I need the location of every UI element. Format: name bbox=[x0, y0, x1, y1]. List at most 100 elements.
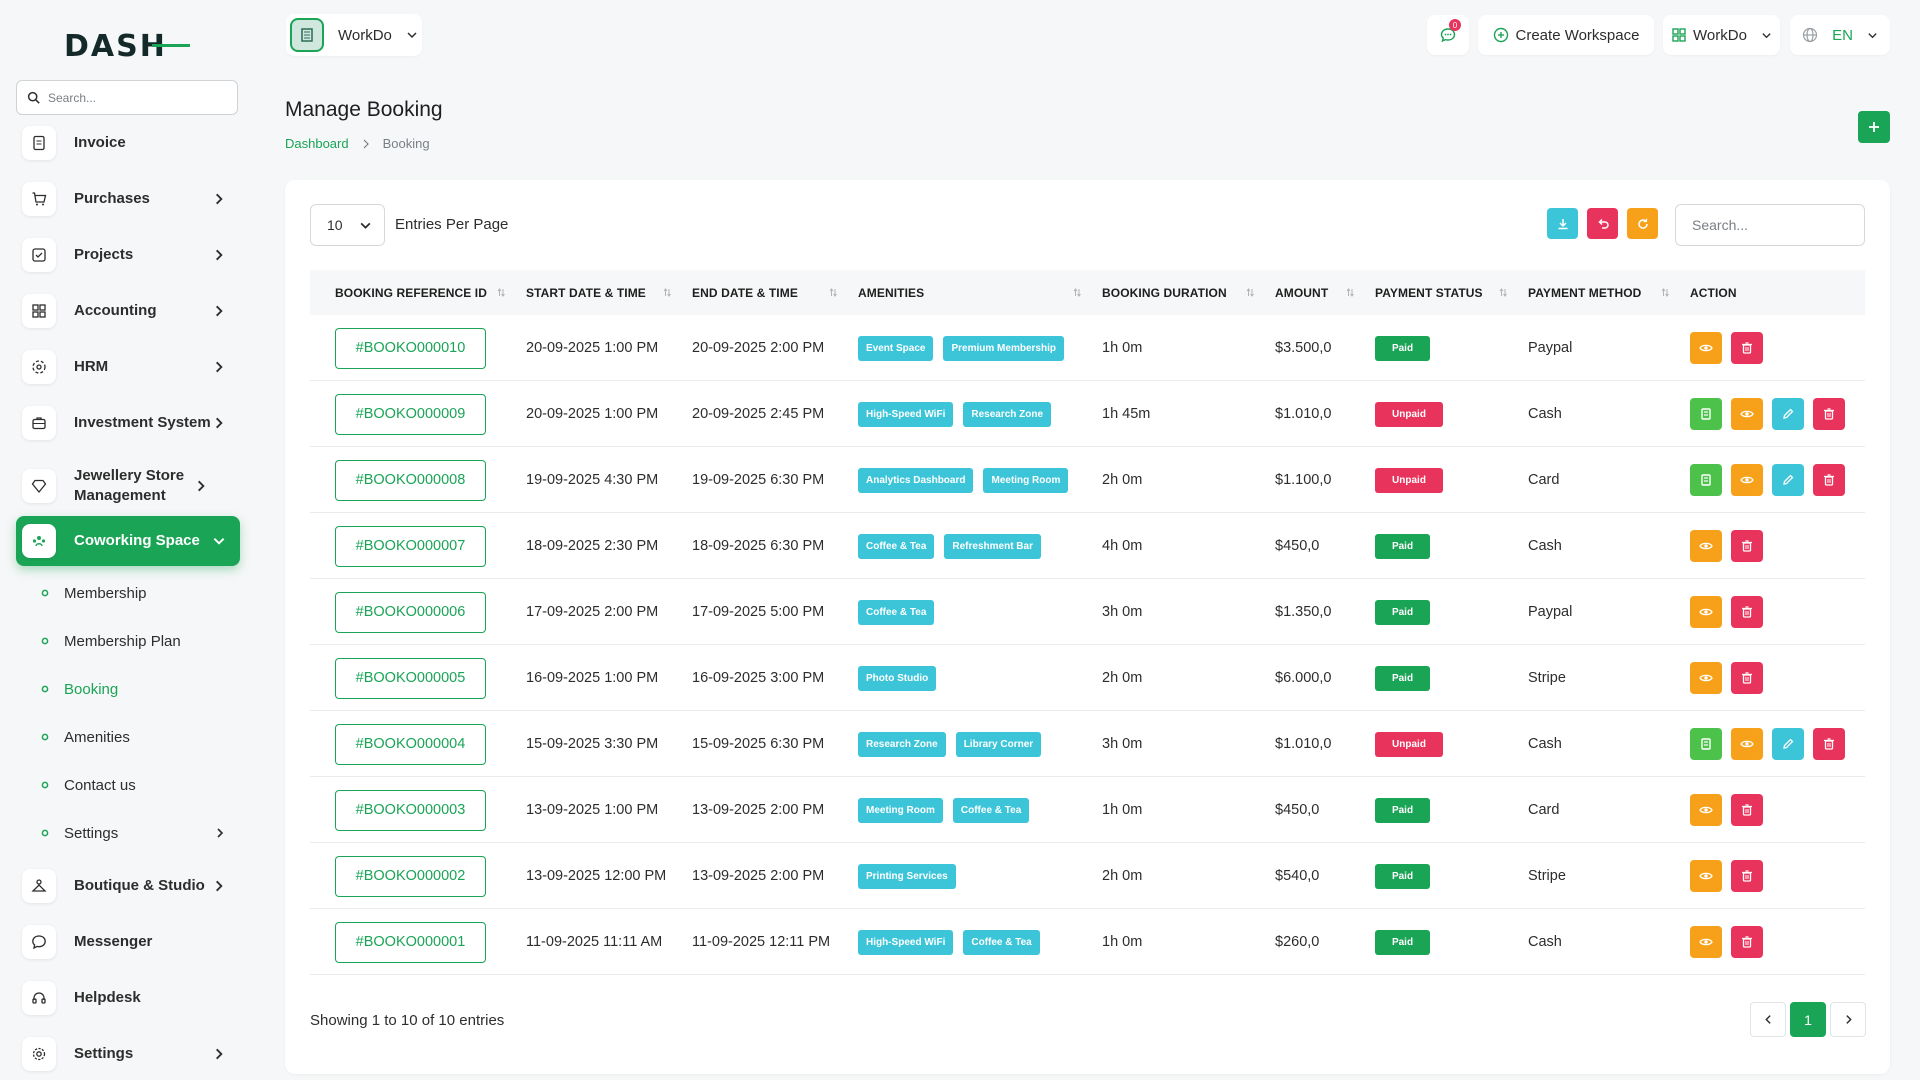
booking-ref-link[interactable]: #BOOKO000009 bbox=[335, 393, 486, 435]
sidebar-item-hrm[interactable]: HRM bbox=[16, 342, 240, 392]
sidebar-item-invoice[interactable]: Invoice bbox=[16, 118, 240, 168]
sidebar-item-boutique-studio[interactable]: Boutique & Studio bbox=[16, 861, 240, 911]
sidebar-item-jewellery-store-management[interactable]: Jewellery Store Management bbox=[16, 458, 240, 514]
subnav-item-booking[interactable]: Booking bbox=[40, 678, 118, 700]
subnav-item-contact-us[interactable]: Contact us bbox=[40, 774, 136, 796]
workspace-switcher[interactable]: WorkDo bbox=[286, 14, 422, 56]
receipt-icon bbox=[1701, 738, 1711, 750]
subnav-item-membership[interactable]: Membership bbox=[40, 582, 147, 604]
sort-icon[interactable] bbox=[496, 287, 506, 298]
edit-button[interactable] bbox=[1772, 728, 1804, 760]
workspace-menu[interactable]: WorkDo bbox=[1663, 15, 1780, 55]
delete-button[interactable] bbox=[1731, 860, 1763, 892]
sort-icon[interactable] bbox=[828, 287, 838, 298]
sidebar-item-settings[interactable]: Settings bbox=[16, 1029, 240, 1079]
download-icon bbox=[1558, 218, 1567, 229]
sidebar-search-input[interactable]: Search... bbox=[48, 90, 97, 105]
view-button[interactable] bbox=[1690, 332, 1722, 364]
delete-button[interactable] bbox=[1731, 662, 1763, 694]
subnav-item-label: Booking bbox=[64, 680, 119, 698]
th-amenities[interactable]: AMENITIES bbox=[858, 285, 925, 300]
export-button[interactable] bbox=[1547, 208, 1578, 239]
view-button[interactable] bbox=[1731, 464, 1763, 496]
language-selector[interactable]: EN bbox=[1790, 15, 1890, 55]
booking-ref-link[interactable]: #BOOKO000010 bbox=[335, 327, 486, 369]
table-search-input[interactable] bbox=[1675, 204, 1865, 246]
view-button[interactable] bbox=[1690, 926, 1722, 958]
sort-icon[interactable] bbox=[1072, 287, 1082, 298]
sidebar-item-projects[interactable]: Projects bbox=[16, 230, 240, 280]
pay-button[interactable] bbox=[1690, 398, 1722, 430]
add-booking-button[interactable] bbox=[1858, 111, 1890, 143]
booking-ref-link[interactable]: #BOOKO000006 bbox=[335, 591, 486, 633]
th-duration[interactable]: BOOKING DURATION bbox=[1102, 285, 1227, 300]
booking-ref-link[interactable]: #BOOKO000003 bbox=[335, 789, 486, 831]
view-button[interactable] bbox=[1690, 530, 1722, 562]
delete-button[interactable] bbox=[1731, 596, 1763, 628]
chevron-down-icon bbox=[213, 538, 225, 545]
trash-icon bbox=[1742, 672, 1752, 684]
th-start-date[interactable]: START DATE & TIME bbox=[526, 285, 646, 300]
booking-table-card: 10 Entries Per Page BOOKING REFERENCE ID… bbox=[285, 180, 1890, 1074]
edit-button[interactable] bbox=[1772, 398, 1804, 430]
sort-icon[interactable] bbox=[1660, 287, 1670, 298]
gear-icon bbox=[22, 1037, 56, 1071]
th-booking-ref[interactable]: BOOKING REFERENCE ID bbox=[335, 285, 488, 300]
back-button[interactable] bbox=[1587, 208, 1618, 239]
sort-icon[interactable] bbox=[662, 287, 672, 298]
pagination-prev-button[interactable] bbox=[1750, 1002, 1786, 1037]
sidebar-item-investment-system[interactable]: Investment System bbox=[16, 398, 240, 448]
messages-button[interactable]: 0 bbox=[1427, 15, 1469, 55]
th-amount[interactable]: AMOUNT bbox=[1275, 285, 1329, 300]
th-payment-method[interactable]: PAYMENT METHOD bbox=[1528, 285, 1642, 300]
delete-button[interactable] bbox=[1731, 332, 1763, 364]
entries-per-page-select[interactable]: 10 bbox=[310, 204, 385, 246]
booking-ref-link[interactable]: #BOOKO000005 bbox=[335, 657, 486, 699]
delete-button[interactable] bbox=[1731, 794, 1763, 826]
breadcrumb-dashboard[interactable]: Dashboard bbox=[285, 136, 349, 151]
pagination-next-button[interactable] bbox=[1830, 1002, 1866, 1037]
th-end-date[interactable]: END DATE & TIME bbox=[692, 285, 798, 300]
sidebar-item-coworking-space[interactable]: Coworking Space bbox=[16, 516, 240, 566]
delete-button[interactable] bbox=[1813, 464, 1845, 496]
create-workspace-button[interactable]: Create Workspace bbox=[1478, 15, 1654, 55]
view-button[interactable] bbox=[1690, 596, 1722, 628]
refresh-button[interactable] bbox=[1627, 208, 1658, 239]
pay-button[interactable] bbox=[1690, 464, 1722, 496]
subnav-item-membership-plan[interactable]: Membership Plan bbox=[40, 630, 181, 652]
view-button[interactable] bbox=[1731, 398, 1763, 430]
booking-ref-link[interactable]: #BOOKO000002 bbox=[335, 855, 486, 897]
subnav-item-amenities[interactable]: Amenities bbox=[40, 726, 130, 748]
view-button[interactable] bbox=[1690, 794, 1722, 826]
sidebar-item-accounting[interactable]: Accounting bbox=[16, 286, 240, 336]
booking-ref-link[interactable]: #BOOKO000008 bbox=[335, 459, 486, 501]
sidebar-search[interactable]: Search... bbox=[16, 80, 238, 115]
delete-button[interactable] bbox=[1731, 530, 1763, 562]
eye-icon bbox=[1699, 872, 1713, 880]
booking-ref-link[interactable]: #BOOKO000001 bbox=[335, 921, 486, 963]
view-button[interactable] bbox=[1731, 728, 1763, 760]
pagination-page-button[interactable]: 1 bbox=[1790, 1002, 1826, 1037]
delete-button[interactable] bbox=[1731, 926, 1763, 958]
start-datetime: 11-09-2025 11:11 AM bbox=[526, 934, 663, 950]
delete-button[interactable] bbox=[1813, 728, 1845, 760]
booking-ref-link[interactable]: #BOOKO000004 bbox=[335, 723, 486, 765]
edit-button[interactable] bbox=[1772, 464, 1804, 496]
booking-ref-link[interactable]: #BOOKO000007 bbox=[335, 525, 486, 567]
pay-button[interactable] bbox=[1690, 728, 1722, 760]
sort-icon[interactable] bbox=[1245, 287, 1255, 298]
sort-icon[interactable] bbox=[1498, 287, 1508, 298]
th-payment-status[interactable]: PAYMENT STATUS bbox=[1375, 285, 1483, 300]
view-button[interactable] bbox=[1690, 860, 1722, 892]
sort-icon[interactable] bbox=[1345, 287, 1355, 298]
end-datetime: 13-09-2025 2:00 PM bbox=[692, 802, 825, 818]
sidebar-item-purchases[interactable]: Purchases bbox=[16, 174, 240, 224]
delete-button[interactable] bbox=[1813, 398, 1845, 430]
view-button[interactable] bbox=[1690, 662, 1722, 694]
sidebar-item-messenger[interactable]: Messenger bbox=[16, 917, 240, 967]
sidebar-item-helpdesk[interactable]: Helpdesk bbox=[16, 973, 240, 1023]
duration: 2h 0m bbox=[1102, 472, 1143, 488]
payment-status-badge: Paid bbox=[1375, 929, 1430, 955]
hanger-icon bbox=[22, 869, 56, 903]
subnav-item-settings[interactable]: Settings bbox=[40, 822, 226, 844]
